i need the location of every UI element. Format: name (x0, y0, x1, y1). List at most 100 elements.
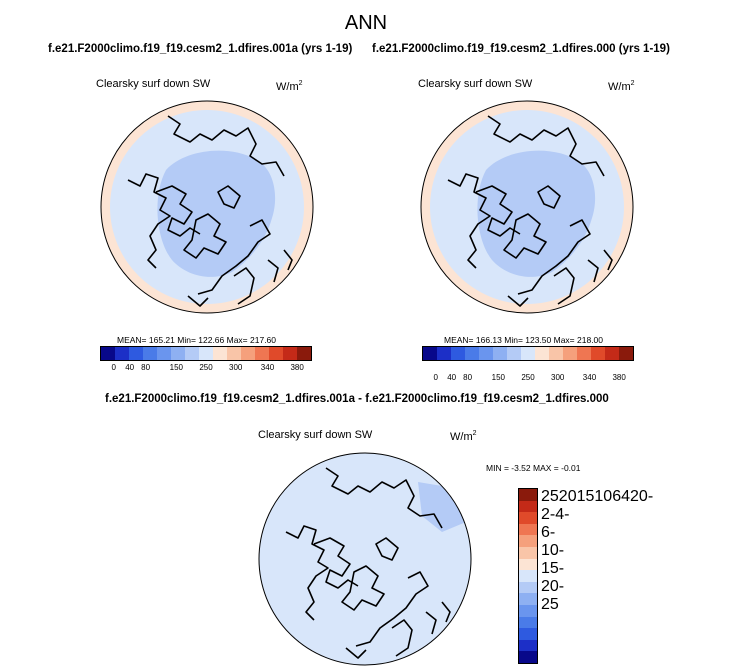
diff-stats: MIN = -3.52 MAX = -0.01 (486, 463, 581, 473)
colorbar-swatch (519, 558, 537, 571)
colorbar-tick-label: -20 (541, 560, 565, 595)
colorbar-swatch (519, 570, 537, 582)
colorbar-swatch (605, 347, 619, 360)
colorbar-swatch (519, 639, 537, 652)
figure-title: ANN (344, 12, 388, 34)
right-stats: MEAN= 166.13 Min= 123.50 Max= 218.00 (444, 335, 604, 345)
colorbar-tick-label: 0 (111, 363, 116, 372)
colorbar-swatch (519, 489, 537, 501)
colorbar-tick-label: 40 (447, 373, 457, 382)
colorbar-swatch (507, 347, 521, 360)
colorbar-swatch (171, 347, 185, 360)
coastlines (447, 115, 613, 307)
colorbar-tick-label: 10 (594, 488, 613, 505)
colorbar-tick-label: -15 (541, 542, 565, 577)
colorbar-tick-label: -2 (541, 488, 654, 523)
colorbar-tick-label: -4 (549, 506, 565, 523)
colorbar-swatch (157, 347, 171, 360)
colorbar-swatch (101, 347, 115, 360)
colorbar-swatch (199, 347, 213, 360)
diff-polar-map (258, 452, 472, 666)
difference-title: f.e21.F2000climo.f19_f19.cesm2_1.dfires.… (105, 393, 609, 405)
colorbar-swatch (519, 651, 537, 663)
left-colorbar (100, 346, 312, 361)
colorbar-swatch (241, 347, 255, 360)
colorbar-tick-label: 340 (260, 363, 275, 372)
colorbar-tick-label: 380 (612, 373, 626, 382)
case1-title: f.e21.F2000climo.f19_f19.cesm2_1.dfires.… (48, 43, 353, 55)
colorbar-swatch (519, 628, 537, 640)
colorbar-swatch (519, 512, 537, 524)
colorbar-tick-label: 250 (199, 363, 213, 372)
colorbar-swatch (465, 347, 479, 360)
colorbar-tick-label: 0 (433, 373, 438, 382)
colorbar-tick-label: 380 (290, 363, 304, 372)
colorbar-swatch (255, 347, 269, 360)
colorbar-swatch (519, 523, 537, 536)
colorbar-tick-label: 250 (521, 373, 535, 382)
right-units: W/m2 (608, 80, 635, 93)
left-polar-map (100, 100, 314, 314)
colorbar-swatch (521, 347, 535, 360)
colorbar-swatch (143, 347, 157, 360)
colorbar-swatch (227, 347, 241, 360)
colorbar-tick-label: 6 (612, 488, 622, 505)
colorbar-swatch (549, 347, 563, 360)
colorbar-swatch (297, 347, 311, 360)
left-variable-label: Clearsky surf down SW (96, 78, 211, 90)
colorbar-swatch (519, 593, 537, 605)
colorbar-tick-label: 40 (125, 363, 135, 372)
diff-colorbar (518, 488, 538, 664)
colorbar-swatch (213, 347, 227, 360)
colorbar-swatch (479, 347, 493, 360)
colorbar-swatch (451, 347, 465, 360)
diff-colorbar-ticks: 252015106420-2-4-6-10-15-20-25 (541, 488, 653, 662)
right-colorbar (422, 346, 634, 361)
diff-units: W/m2 (450, 430, 477, 443)
colorbar-tick-label: 20 (558, 488, 577, 505)
colorbar-swatch (591, 347, 605, 360)
colorbar-swatch (563, 347, 577, 360)
colorbar-swatch (519, 604, 537, 617)
colorbar-tick-label: -6 (541, 506, 570, 541)
colorbar-swatch (535, 347, 549, 360)
diff-variable-label: Clearsky surf down SW (258, 429, 373, 441)
case2-title: f.e21.F2000climo.f19_f19.cesm2_1.dfires.… (372, 43, 670, 55)
colorbar-tick-label: 15 (576, 488, 595, 505)
colorbar-swatch (519, 535, 537, 547)
right-variable-label: Clearsky surf down SW (418, 78, 533, 90)
colorbar-tick-label: 300 (228, 363, 243, 372)
colorbar-swatch (493, 347, 507, 360)
colorbar-swatch (129, 347, 143, 360)
colorbar-tick-label: 2 (630, 488, 639, 505)
colorbar-tick-label: 340 (582, 373, 597, 382)
colorbar-swatch (437, 347, 451, 360)
colorbar-swatch (519, 500, 537, 513)
colorbar-swatch (519, 581, 537, 594)
right-polar-map (420, 100, 634, 314)
left-colorbar-ticks: 0 40 80 150 250 300 340 380 (100, 363, 312, 373)
colorbar-tick-label: 80 (141, 363, 151, 372)
colorbar-swatch (283, 347, 297, 360)
colorbar-tick-label: 300 (550, 373, 565, 382)
right-colorbar-ticks: 0 40 80 150 250 300 340 380 (422, 373, 634, 383)
colorbar-tick-label: 150 (491, 373, 505, 382)
colorbar-swatch (519, 546, 537, 559)
colorbar-tick-label: 4 (621, 488, 630, 505)
left-units: W/m2 (276, 80, 303, 93)
colorbar-tick-label: 0 (638, 488, 648, 505)
colorbar-tick-label: 25 (541, 488, 559, 505)
colorbar-tick-label: -10 (541, 524, 559, 559)
colorbar-tick-label: 150 (169, 363, 183, 372)
colorbar-swatch (185, 347, 199, 360)
colorbar-swatch (519, 616, 537, 629)
colorbar-swatch (619, 347, 633, 360)
coastlines (127, 115, 293, 307)
colorbar-swatch (269, 347, 283, 360)
colorbar-swatch (423, 347, 437, 360)
colorbar-swatch (115, 347, 129, 360)
colorbar-tick-label: -25 (541, 578, 565, 613)
left-stats: MEAN= 165.21 Min= 122.66 Max= 217.60 (117, 335, 277, 345)
coastlines (285, 467, 451, 659)
colorbar-tick-label: 80 (463, 373, 473, 382)
